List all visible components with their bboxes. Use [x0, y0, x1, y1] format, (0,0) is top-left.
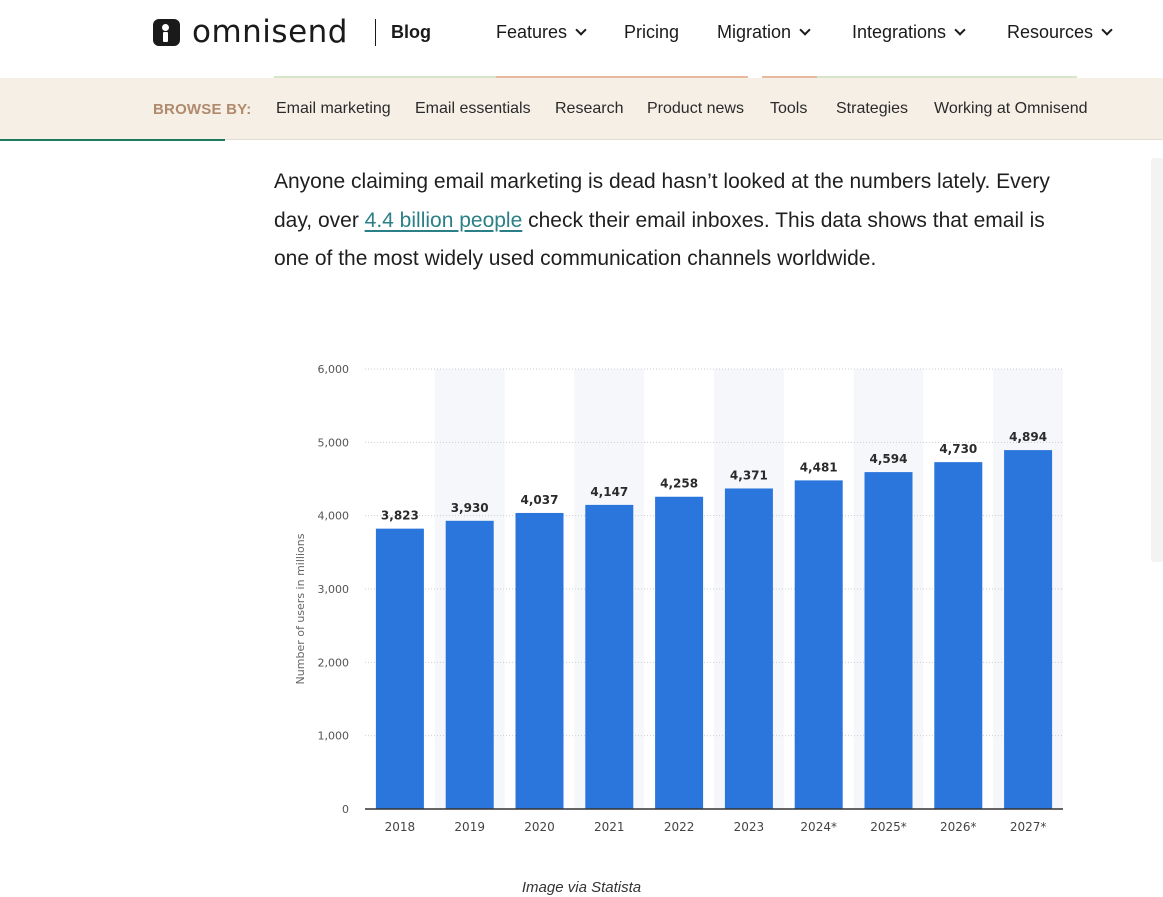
y-tick-label: 4,000 [318, 510, 350, 523]
browse-item-working-at-omnisend[interactable]: Working at Omnisend [934, 100, 1088, 117]
bar-value-label: 4,594 [870, 452, 908, 466]
bar [864, 472, 913, 809]
logo-divider [375, 19, 376, 46]
nav-integrations-label: Integrations [852, 21, 947, 42]
bar-value-label: 3,823 [381, 509, 419, 523]
browse-item-research[interactable]: Research [555, 100, 624, 117]
reading-progress-bar [0, 139, 225, 141]
bar [934, 462, 983, 809]
image-caption: Image via Statista [521, 879, 642, 896]
chevron-down-icon [954, 24, 966, 36]
bar-value-label: 4,037 [521, 493, 559, 507]
browse-item-email-marketing[interactable]: Email marketing [276, 100, 391, 117]
y-tick-label: 6,000 [318, 363, 350, 376]
logo-text: omnisend [192, 14, 348, 50]
omnisend-logo[interactable]: omnisend [153, 14, 348, 50]
browse-label: BROWSE BY: [153, 101, 252, 118]
nav-pricing[interactable]: Pricing [624, 20, 679, 44]
x-tick-label: 2020 [524, 820, 555, 834]
site-header: omnisend Blog Features Pricing Migration… [0, 0, 1163, 78]
bar [794, 480, 843, 809]
nav-pricing-label: Pricing [624, 21, 680, 42]
blog-link[interactable]: Blog [391, 22, 431, 42]
nav-features[interactable]: Features [496, 20, 587, 44]
x-tick-label: 2025* [870, 820, 907, 834]
y-tick-label: 2,000 [318, 656, 350, 669]
side-scroll-panel[interactable] [1151, 158, 1163, 562]
nav-resources-label: Resources [1007, 21, 1094, 42]
accent-line [496, 76, 748, 78]
browse-item-strategies[interactable]: Strategies [836, 100, 909, 117]
chevron-down-icon [1101, 24, 1113, 36]
nav-migration[interactable]: Migration [717, 20, 811, 44]
y-axis-label: Number of users in millions [294, 533, 307, 684]
accent-line [817, 76, 1077, 78]
bar-value-label: 4,147 [590, 485, 628, 499]
x-tick-label: 2021 [594, 820, 625, 834]
y-tick-label: 1,000 [318, 730, 350, 743]
x-tick-label: 2024* [800, 820, 837, 834]
nav-resources[interactable]: Resources [1007, 20, 1113, 44]
y-tick-label: 5,000 [318, 436, 350, 449]
x-tick-label: 2019 [454, 820, 485, 834]
bar-chart-svg: 0 1,000 2,000 3,000 4,000 5,000 6,000 Number of… [294, 363, 1063, 834]
nav-migration-label: Migration [717, 21, 792, 42]
y-tick-label: 3,000 [318, 583, 350, 596]
x-tick-label: 2027* [1010, 820, 1047, 834]
x-tick-label: 2023 [734, 820, 765, 834]
bar [445, 520, 494, 809]
browse-item-product-news[interactable]: Product news [647, 100, 744, 117]
x-tick-label: 2022 [664, 820, 695, 834]
paragraph-text-before: Anyone claiming email marketing is dead … [274, 170, 1050, 232]
y-tick-label: 0 [342, 803, 349, 816]
nav-features-label: Features [496, 21, 568, 42]
browse-item-tools[interactable]: Tools [770, 100, 808, 117]
nav-integrations[interactable]: Integrations [852, 20, 966, 44]
bar [1004, 450, 1053, 809]
bar-value-label: 4,258 [660, 477, 698, 491]
bar [375, 528, 424, 809]
chevron-down-icon [575, 24, 587, 36]
x-tick-label: 2026* [940, 820, 977, 834]
bar [585, 504, 634, 809]
bar [724, 488, 773, 809]
paragraph-text-after: check their email inboxes. This data sho… [274, 208, 1045, 271]
browse-item-email-essentials[interactable]: Email essentials [415, 100, 531, 117]
bar-value-label: 4,481 [800, 460, 838, 474]
bar [515, 512, 564, 809]
browse-bar: BROWSE BY: Email marketing Email essenti… [0, 78, 1163, 140]
bar-value-label: 4,730 [939, 442, 977, 456]
x-tick-label: 2018 [385, 820, 416, 834]
article-paragraph: Anyone claiming email marketing is dead … [274, 163, 1074, 279]
accent-line [762, 76, 817, 78]
billion-people-link[interactable]: 4.4 billion people [364, 208, 523, 232]
bar-value-label: 4,371 [730, 468, 768, 482]
bar [655, 496, 704, 809]
bar-value-label: 4,894 [1009, 430, 1047, 444]
omnisend-logo-icon [153, 18, 180, 46]
bar-value-label: 3,930 [451, 501, 489, 515]
chevron-down-icon [799, 24, 811, 36]
email-users-chart: 0 1,000 2,000 3,000 4,000 5,000 6,000 Number of… [288, 342, 1078, 842]
accent-line [274, 76, 496, 78]
